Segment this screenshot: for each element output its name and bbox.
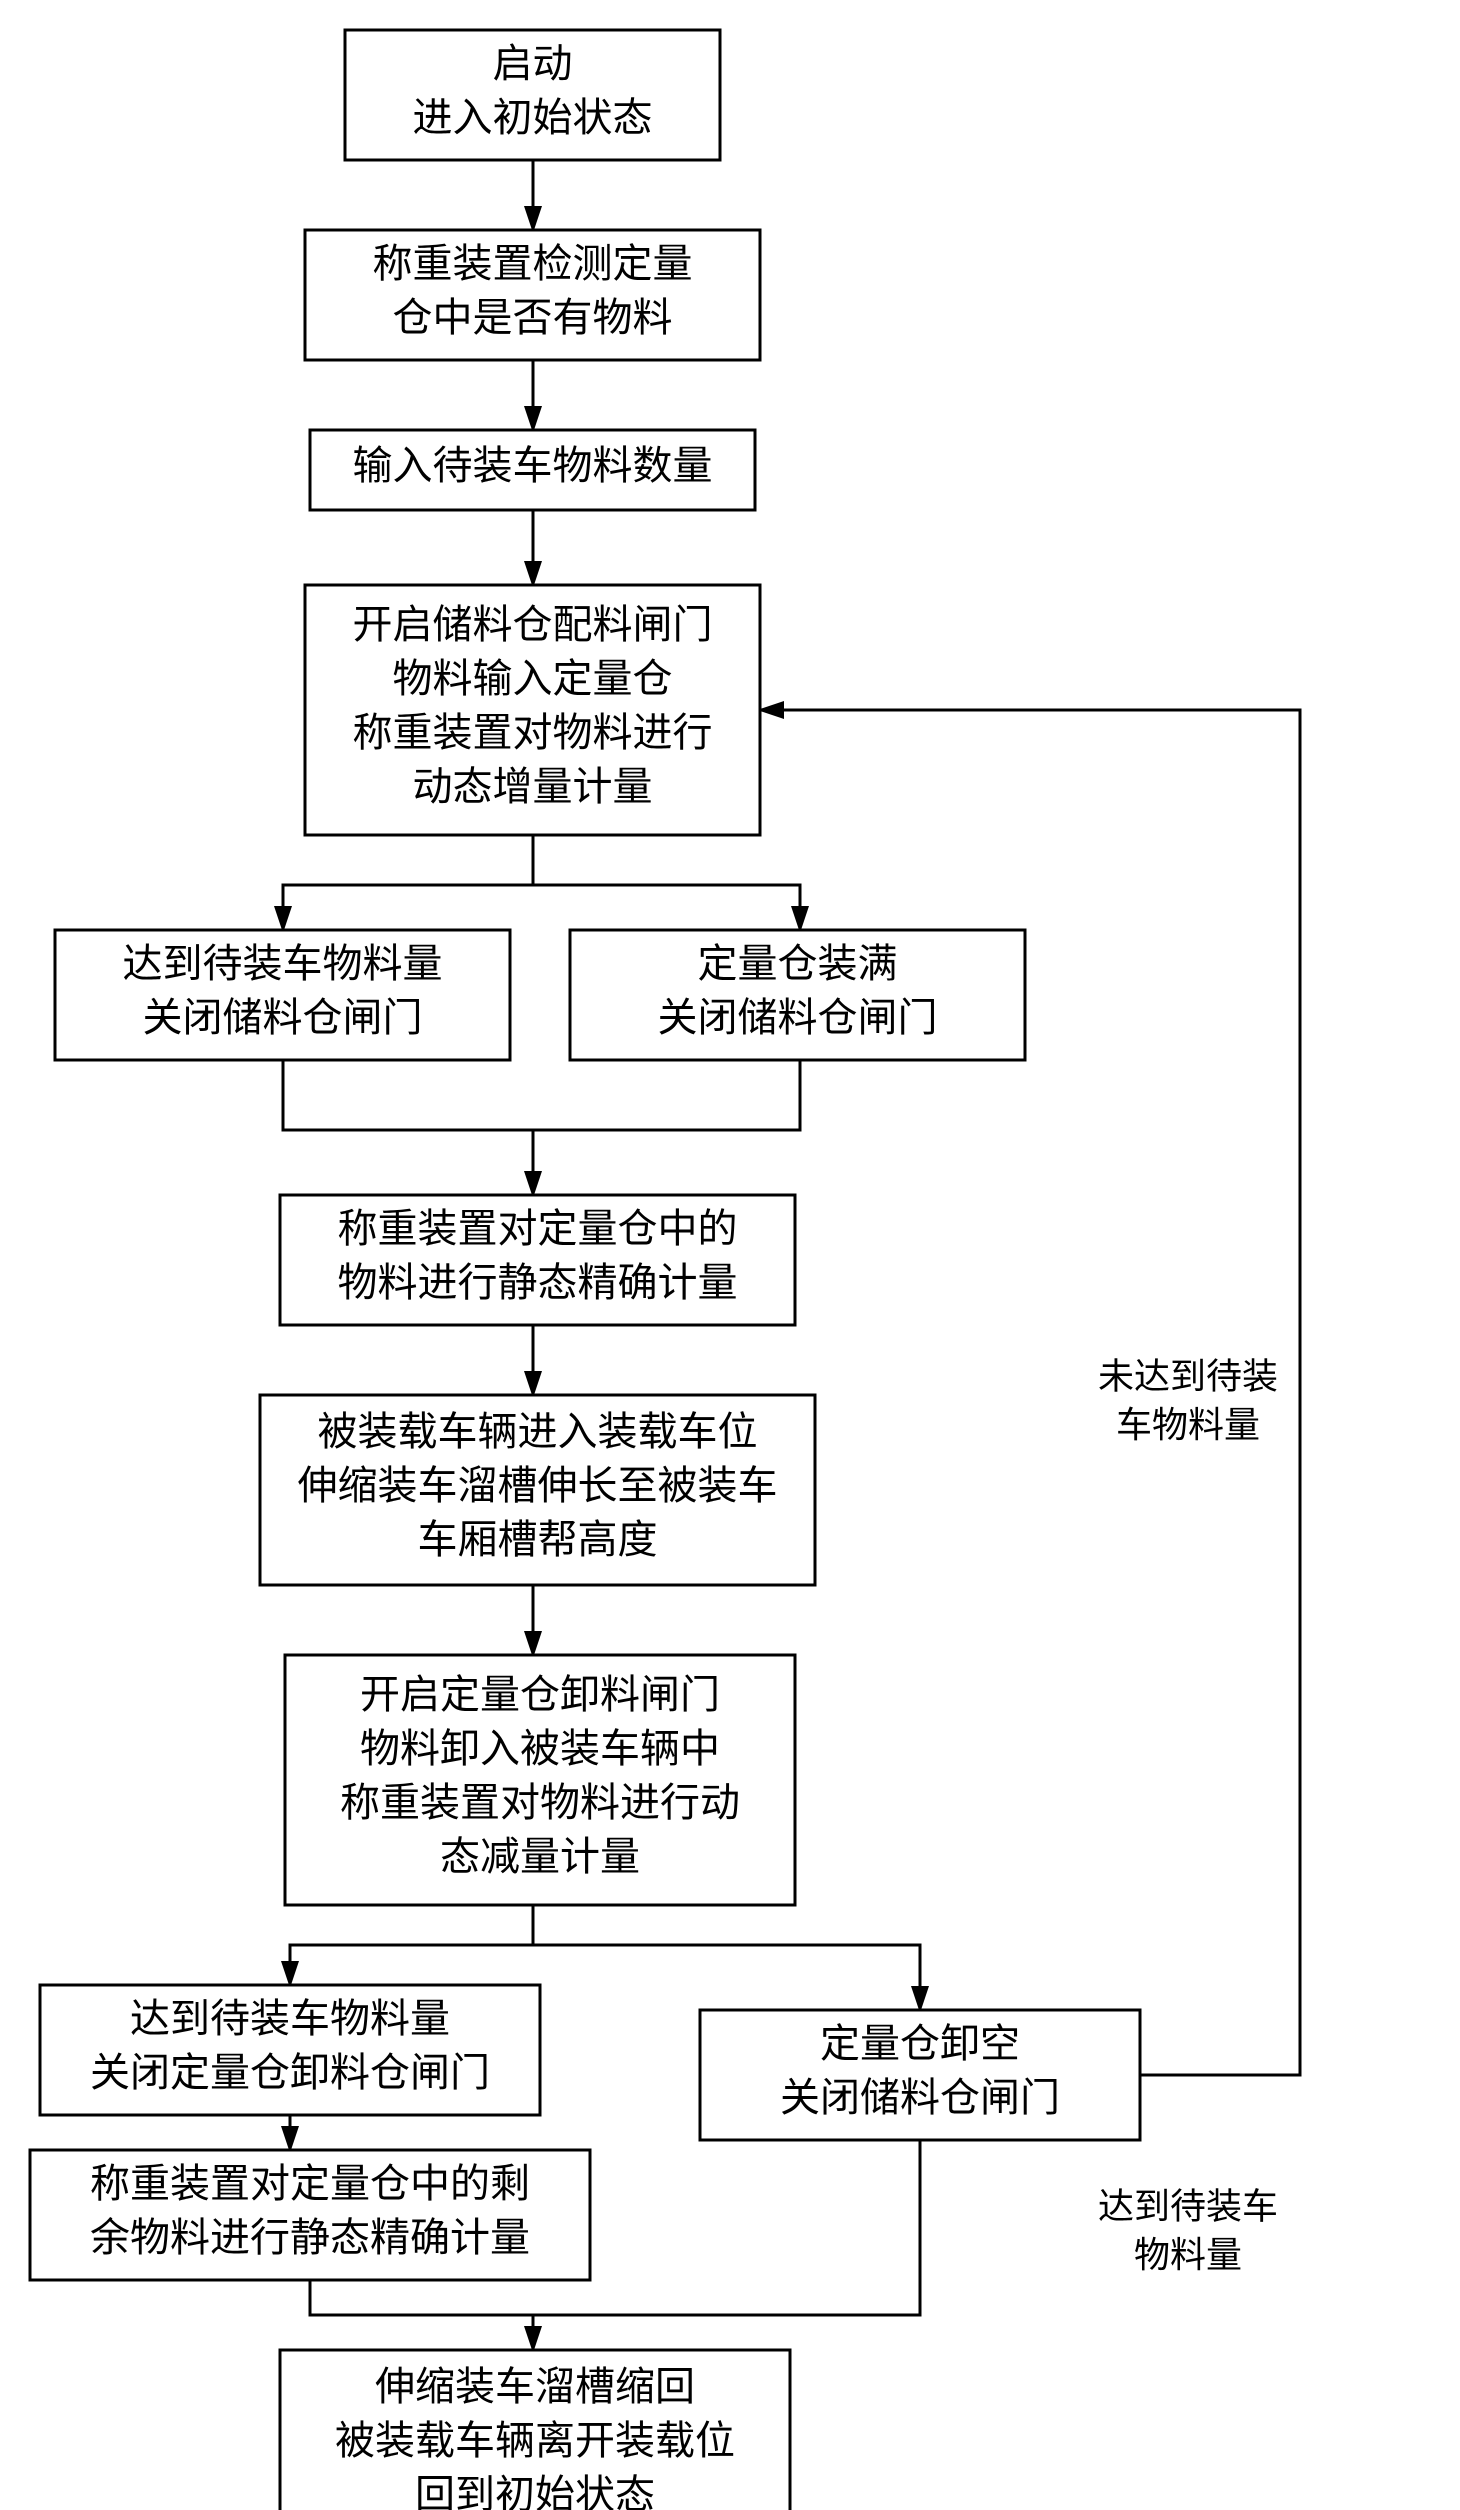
label-text-l2-l0: 达到待装车 (1098, 2186, 1278, 2226)
node-n2: 称重装置检测定量仓中是否有物料 (305, 230, 760, 360)
node-text-n4-l3: 动态增量计量 (413, 764, 653, 809)
label-l1: 未达到待装车物料量 (1098, 1356, 1278, 1445)
node-text-n7-l1: 伸缩装车溜槽伸长至被装车 (298, 1463, 778, 1508)
node-text-n7-l0: 被装载车辆进入装载车位 (318, 1409, 758, 1454)
node-n9b: 定量仓卸空关闭储料仓闸门 (700, 2010, 1140, 2140)
node-n5b: 定量仓装满关闭储料仓闸门 (570, 930, 1025, 1060)
node-n4: 开启储料仓配料闸门物料输入定量仓称重装置对物料进行动态增量计量 (305, 585, 760, 835)
node-text-n8-l1: 物料卸入被装车辆中 (360, 1726, 720, 1771)
node-text-n5a-l1: 关闭储料仓闸门 (143, 995, 423, 1040)
edge-n5b-n6 (533, 1060, 800, 1195)
node-n5a: 达到待装车物料量关闭储料仓闸门 (55, 930, 510, 1060)
node-text-n8-l3: 态减量计量 (440, 1834, 640, 1879)
edge-n5a-n6 (283, 1060, 533, 1195)
edge-n10-n11 (310, 2280, 533, 2350)
node-text-n11-l1: 被装载车辆离开装载位 (335, 2418, 735, 2463)
node-n10: 称重装置对定量仓中的剩余物料进行静态精确计量 (30, 2150, 590, 2280)
node-n11: 伸缩装车溜槽缩回被装载车辆离开装载位回到初始状态 (280, 2350, 790, 2510)
node-text-n7-l2: 车厢槽帮高度 (418, 1517, 658, 1562)
node-text-n5a-l0: 达到待装车物料量 (123, 941, 443, 986)
node-text-n8-l2: 称重装置对物料进行动 (340, 1780, 740, 1825)
node-text-n5b-l1: 关闭储料仓闸门 (658, 995, 938, 1040)
node-text-n9b-l0: 定量仓卸空 (820, 2021, 1020, 2066)
node-text-n5b-l0: 定量仓装满 (698, 941, 898, 986)
node-text-n9a-l1: 关闭定量仓卸料仓闸门 (90, 2050, 490, 2095)
node-text-n4-l0: 开启储料仓配料闸门 (353, 602, 713, 647)
node-text-n10-l0: 称重装置对定量仓中的剩 (90, 2161, 530, 2206)
node-text-n11-l2: 回到初始状态 (415, 2472, 655, 2510)
edge-n4-n5a (283, 835, 533, 930)
edge-n4-n5b (533, 835, 800, 930)
edge-n8-n9a (290, 1905, 533, 1985)
node-text-n1-l1: 进入初始状态 (413, 95, 653, 140)
node-text-n6-l0: 称重装置对定量仓中的 (338, 1206, 738, 1251)
node-text-n9b-l1: 关闭储料仓闸门 (780, 2075, 1060, 2120)
node-n3: 输入待装车物料数量 (310, 430, 755, 510)
label-text-l2-l1: 物料量 (1134, 2235, 1242, 2275)
node-n9a: 达到待装车物料量关闭定量仓卸料仓闸门 (40, 1985, 540, 2115)
node-text-n1-l0: 启动 (493, 41, 573, 86)
flowchart-canvas: 启动进入初始状态称重装置检测定量仓中是否有物料输入待装车物料数量开启储料仓配料闸… (0, 0, 1460, 2510)
label-text-l1-l0: 未达到待装 (1098, 1356, 1278, 1396)
node-text-n11-l0: 伸缩装车溜槽缩回 (375, 2364, 695, 2409)
label-text-l1-l1: 车物料量 (1116, 1405, 1260, 1445)
node-text-n2-l0: 称重装置检测定量 (373, 241, 693, 286)
node-text-n6-l1: 物料进行静态精确计量 (338, 1260, 738, 1305)
node-text-n4-l2: 称重装置对物料进行 (353, 710, 713, 755)
node-n1: 启动进入初始状态 (345, 30, 720, 160)
node-text-n9a-l0: 达到待装车物料量 (130, 1996, 450, 2041)
node-text-n2-l1: 仓中是否有物料 (393, 295, 673, 340)
edge-n8-n9b (533, 1905, 920, 2010)
node-n6: 称重装置对定量仓中的物料进行静态精确计量 (280, 1195, 795, 1325)
node-text-n8-l0: 开启定量仓卸料闸门 (360, 1672, 720, 1717)
node-n8: 开启定量仓卸料闸门物料卸入被装车辆中称重装置对物料进行动态减量计量 (285, 1655, 795, 1905)
node-text-n4-l1: 物料输入定量仓 (393, 656, 673, 701)
label-l2: 达到待装车物料量 (1098, 2186, 1278, 2275)
node-n7: 被装载车辆进入装载车位伸缩装车溜槽伸长至被装车车厢槽帮高度 (260, 1395, 815, 1585)
node-text-n10-l1: 余物料进行静态精确计量 (90, 2215, 530, 2260)
node-text-n3-l0: 输入待装车物料数量 (353, 443, 713, 488)
